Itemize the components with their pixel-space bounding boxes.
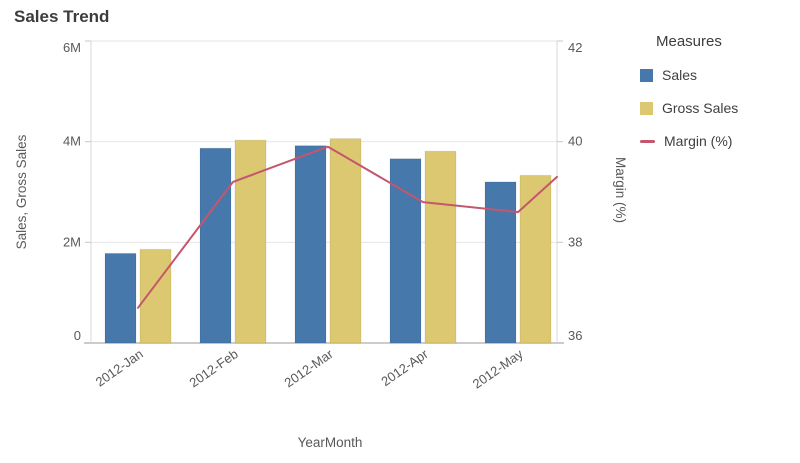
left-axis-tick-label: 4M	[63, 134, 81, 149]
right-axis-tick-label: 42	[568, 40, 582, 55]
x-axis-title: YearMonth	[298, 435, 363, 450]
bar-gross-sales-2012-Apr[interactable]	[424, 150, 457, 344]
margin-line[interactable]	[137, 145, 558, 309]
x-axis-tick-label-2012-Feb: 2012-Feb	[187, 346, 241, 390]
right-axis-tick-label: 40	[568, 134, 582, 149]
legend-item-margin[interactable]: Margin (%)	[640, 133, 798, 149]
legend-swatch-gross-sales	[640, 101, 653, 115]
bar-sales-2012-Mar[interactable]	[294, 145, 327, 344]
legend-label-sales: Sales	[662, 67, 698, 83]
left-axis-tick-label: 6M	[63, 40, 81, 55]
bar-sales-2012-Apr[interactable]	[389, 158, 422, 344]
legend-swatch-sales	[640, 68, 653, 82]
bar-sales-2012-May[interactable]	[484, 181, 517, 344]
legend-swatch-margin	[640, 139, 655, 143]
legend-item-gross-sales[interactable]: Gross Sales	[640, 100, 798, 116]
legend-title: Measures	[656, 33, 722, 50]
left-axis-tick-label: 2M	[63, 234, 81, 249]
bar-gross-sales-2012-Jan[interactable]	[139, 248, 172, 344]
right-axis-title: Margin (%)	[613, 157, 628, 223]
left-axis-tick-label: 0	[74, 328, 81, 343]
bar-sales-2012-Jan[interactable]	[104, 252, 137, 344]
legend-label-margin: Margin (%)	[664, 133, 733, 149]
bar-sales-2012-Feb[interactable]	[199, 147, 232, 344]
x-axis-tick-label-2012-Apr: 2012-Apr	[378, 346, 431, 389]
bar-gross-sales-2012-Mar[interactable]	[329, 138, 362, 344]
legend-label-gross-sales: Gross Sales	[662, 100, 739, 116]
legend-items: Sales Gross Sales Margin (%)	[640, 67, 798, 149]
left-axis-title: Sales, Gross Sales	[14, 134, 29, 249]
legend: Measures Sales Gross Sales Margin (%)	[640, 33, 798, 149]
x-axis-tick-label-2012-Jan: 2012-Jan	[93, 346, 146, 389]
right-axis-tick-label: 36	[568, 328, 582, 343]
x-axis-tick-label-2012-May: 2012-May	[470, 346, 526, 392]
right-axis-tick-label: 38	[568, 234, 582, 249]
chart-title: Sales Trend	[14, 7, 110, 26]
bar-gross-sales-2012-May[interactable]	[519, 174, 552, 344]
bar-gross-sales-2012-Feb[interactable]	[234, 139, 267, 344]
x-axis-tick-label-2012-Mar: 2012-Mar	[282, 346, 337, 391]
legend-item-sales[interactable]: Sales	[640, 67, 798, 83]
